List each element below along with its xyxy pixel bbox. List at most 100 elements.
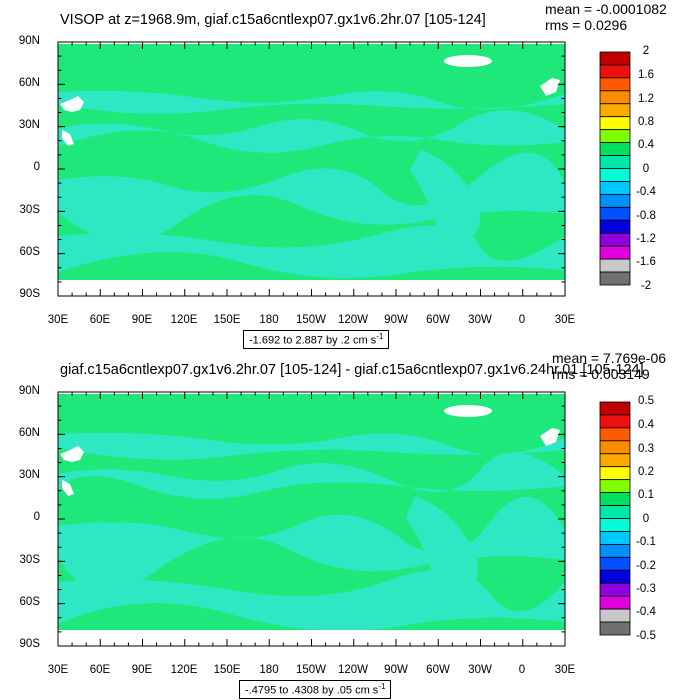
colorbar-swatch — [599, 595, 631, 610]
colorbar-swatch — [599, 427, 631, 442]
colorbar-label: -0.4 — [636, 186, 656, 198]
x-tick-label: 30W — [468, 664, 492, 676]
x-tick-label: 30E — [554, 664, 576, 676]
colorbar-label: 2 — [642, 45, 650, 57]
colorbar-swatch — [599, 271, 631, 286]
colorbar-label: 0.5 — [638, 395, 654, 407]
land-mask — [540, 428, 560, 446]
x-tick-label: 150W — [295, 314, 327, 326]
colorbar-label: 0.4 — [638, 419, 654, 431]
y-tick-label: 90N — [18, 385, 40, 397]
x-tick-label: 120E — [170, 314, 198, 326]
x-tick-label: 90W — [384, 314, 408, 326]
field-fill — [58, 44, 565, 296]
x-tick-label: 30E — [47, 664, 69, 676]
land-mask — [540, 78, 560, 96]
ocean-field-negative-band — [406, 496, 478, 592]
colorbar-label: 0.1 — [638, 489, 654, 501]
rms-stat: rms = 0.003149 — [552, 366, 650, 382]
colorbar-label: 0.3 — [638, 443, 654, 455]
chart-title: giaf.c15a6cntlexp07.gx1v6.2hr.07 [105-12… — [60, 362, 644, 378]
field-fill — [58, 394, 565, 646]
y-tick-label: 90N — [18, 35, 40, 47]
y-tick-label: 0 — [33, 161, 40, 173]
colorbar-swatch — [599, 142, 631, 156]
colorbar-swatch — [599, 193, 631, 208]
y-tick-label: 60N — [18, 427, 40, 439]
chart-panel-bottom: giaf.c15a6cntlexp07.gx1v6.2hr.07 [105-12… — [0, 350, 700, 700]
x-tick-label: 90E — [131, 664, 153, 676]
colorbar-label: -2 — [640, 280, 652, 292]
x-tick-label: 120W — [337, 314, 369, 326]
y-tick-label: 30N — [18, 469, 40, 481]
colorbar-swatch — [599, 453, 631, 468]
colorbar-label: -0.3 — [636, 583, 656, 595]
x-tick-label: 150W — [295, 664, 327, 676]
colorbar-label: -0.8 — [636, 210, 656, 222]
colorbar-label: -0.4 — [636, 606, 656, 618]
x-tick-label: 0 — [518, 314, 526, 326]
colorbar-label: -0.5 — [636, 630, 656, 642]
x-tick-label: 120W — [337, 664, 369, 676]
x-tick-label: 60W — [426, 314, 450, 326]
colorbar-swatch — [599, 531, 631, 545]
y-tick-label: 30S — [19, 554, 40, 566]
y-tick-label: 60S — [19, 596, 40, 608]
colorbar-swatch — [599, 206, 631, 221]
colorbar-label: 0 — [642, 163, 650, 175]
land-mask — [62, 480, 74, 496]
colorbar-swatch — [599, 90, 631, 105]
range-text: -1.692 to 2.887 by .2 cm s — [249, 334, 377, 347]
colorbar-swatch — [599, 479, 631, 494]
colorbar-swatch — [599, 77, 631, 92]
colorbar-swatch — [599, 245, 631, 260]
x-tick-label: 30E — [47, 314, 69, 326]
x-tick-label: 90W — [384, 664, 408, 676]
x-tick-label: 180 — [259, 664, 279, 676]
colorbar-swatch — [599, 181, 631, 195]
colorbar-swatch — [599, 440, 631, 455]
colorbar — [599, 401, 631, 636]
y-tick-label: 0 — [33, 511, 40, 523]
colorbar-swatch — [599, 51, 631, 66]
greenland-mask — [444, 55, 492, 67]
land-mask — [60, 446, 84, 462]
greenland-mask — [444, 405, 492, 417]
x-tick-label: 150E — [213, 664, 241, 676]
colorbar-swatch — [599, 492, 631, 506]
colorbar-swatch — [599, 569, 631, 584]
colorbar-swatch — [599, 543, 631, 558]
colorbar-label: 0 — [642, 513, 650, 525]
colorbar-swatch — [599, 505, 631, 519]
colorbar-swatch — [599, 518, 631, 532]
ocean-field-negative-band — [58, 225, 565, 278]
colorbar-label: 1.2 — [638, 93, 654, 105]
colorbar-label: -1.6 — [636, 256, 656, 268]
colorbar-label: 0.2 — [638, 466, 654, 478]
axis-ticks — [57, 391, 566, 647]
colorbar-label: 1.6 — [638, 69, 654, 81]
colorbar-swatch — [599, 155, 631, 169]
y-tick-label: 30S — [19, 204, 40, 216]
colorbar-swatch — [599, 103, 631, 118]
colorbar-swatch — [599, 219, 631, 234]
y-tick-label: 60S — [19, 246, 40, 258]
y-tick-label: 90S — [19, 288, 40, 300]
ocean-field-negative-band — [58, 90, 565, 114]
ocean-field-negative-band — [58, 452, 565, 499]
mean-stat: mean = -0.0001082 — [545, 1, 667, 17]
rms-stat: rms = 0.0296 — [545, 17, 628, 33]
x-tick-label: 30W — [468, 314, 492, 326]
colorbar-swatch — [599, 116, 631, 131]
colorbar-swatch — [599, 582, 631, 597]
x-tick-label: 180 — [259, 314, 279, 326]
colorbar-swatch — [599, 608, 631, 623]
x-tick-label: 150E — [213, 314, 241, 326]
chart-panel-top: VISOP at z=1968.9m, giaf.c15a6cntlexp07.… — [18, 1, 667, 349]
map-plot — [57, 391, 631, 647]
x-tick-label: 90E — [131, 314, 153, 326]
colorbar-swatch — [599, 414, 631, 429]
colorbar-swatch — [599, 466, 631, 481]
colorbar-swatch — [599, 556, 631, 571]
colorbar-swatch — [599, 129, 631, 144]
